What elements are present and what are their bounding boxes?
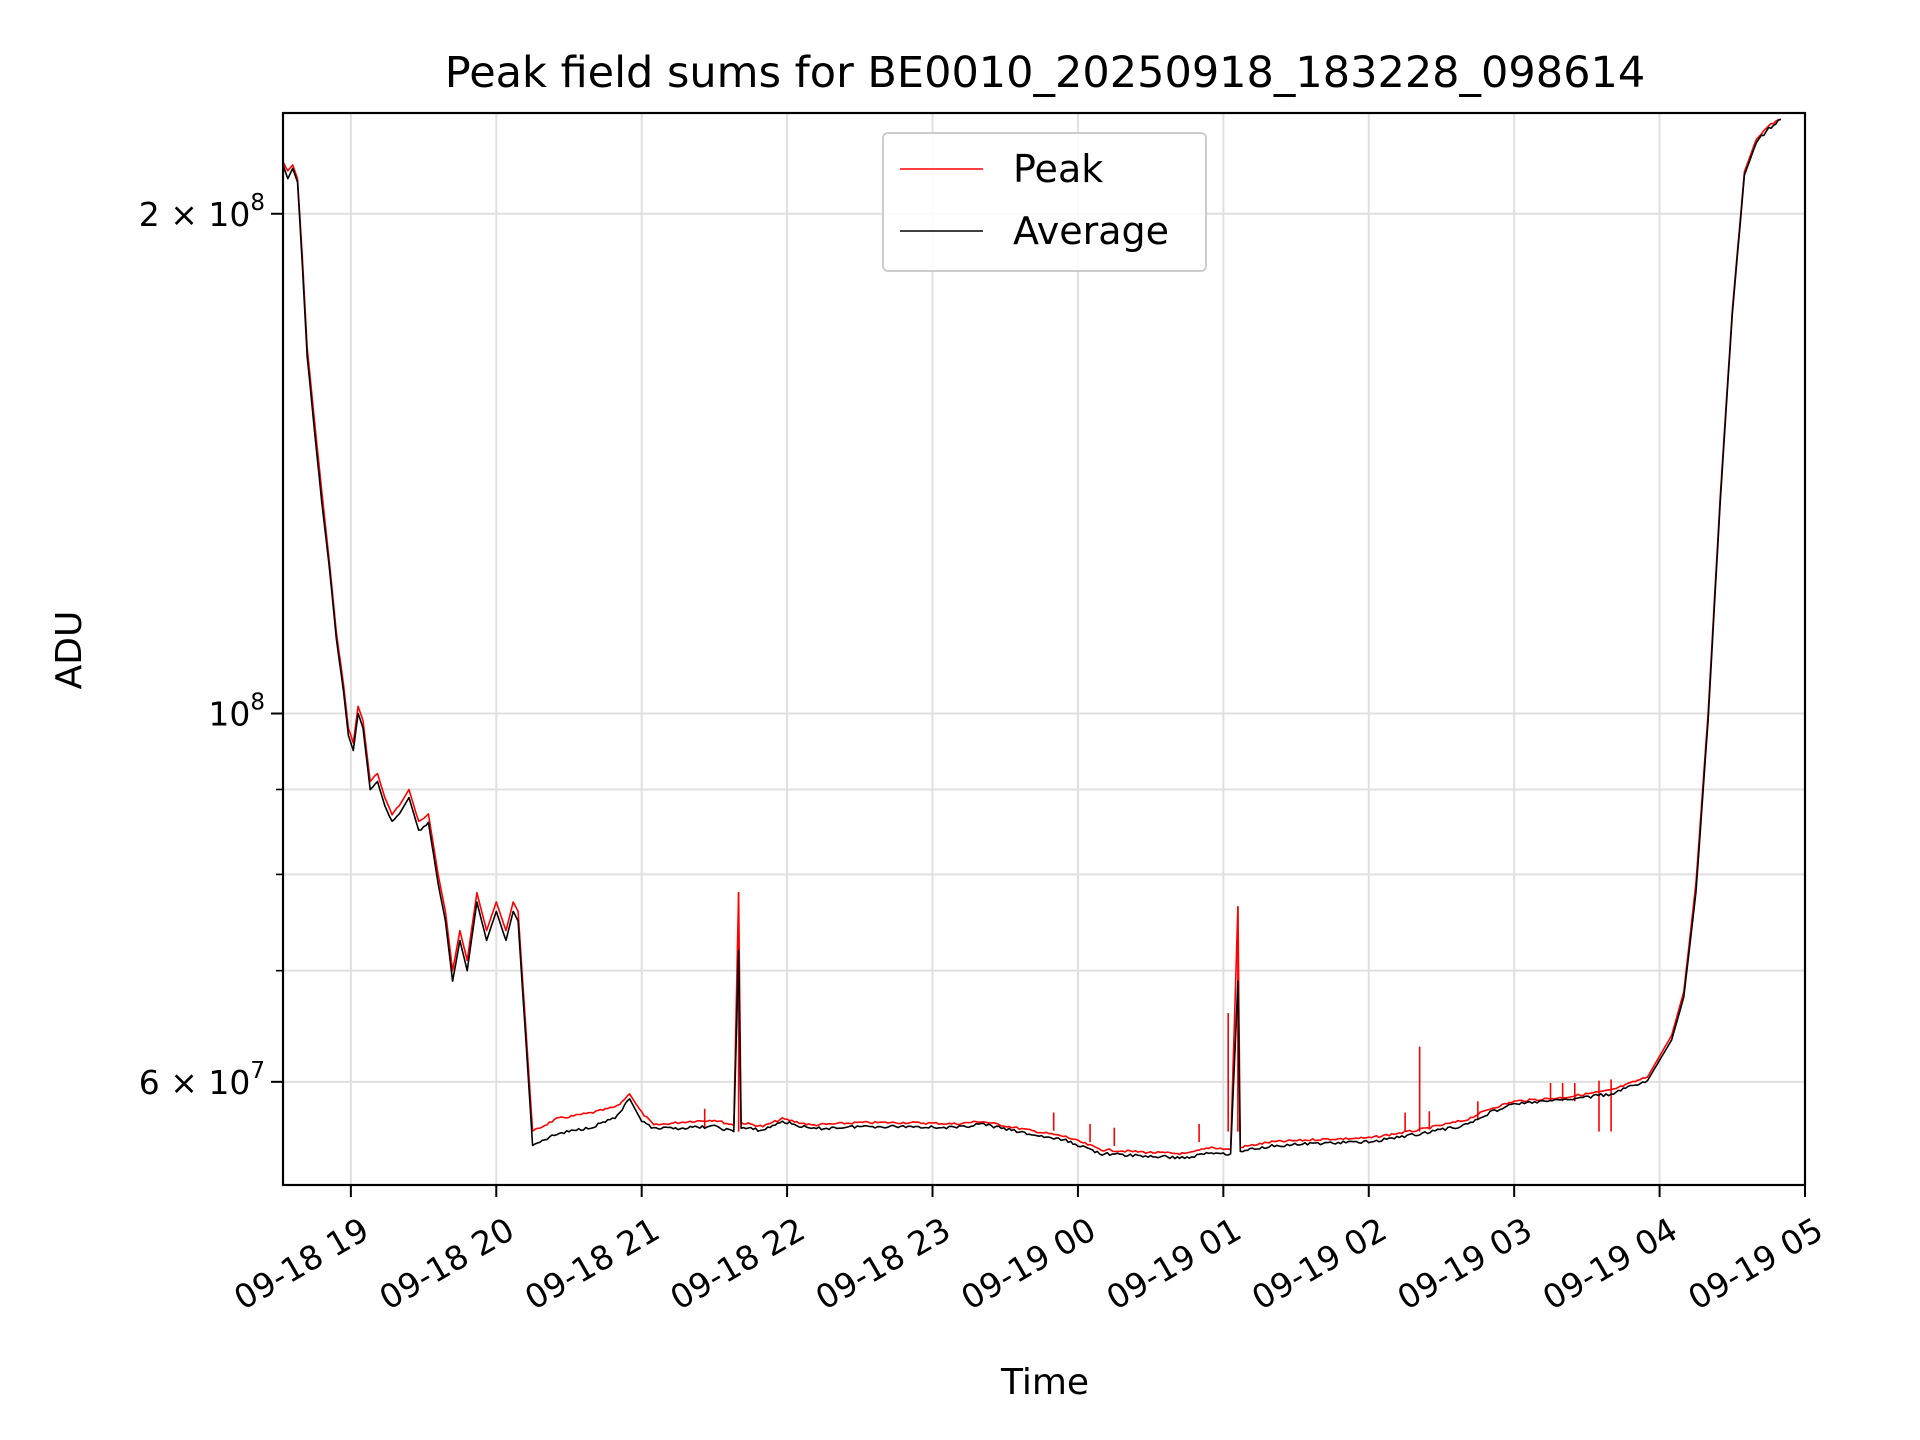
y-tick-label: 2 × 108 (139, 190, 265, 234)
plot-frame (281, 111, 1807, 1187)
legend-box (882, 132, 1207, 272)
legend: Peak Average (882, 132, 1207, 272)
y-axis-ticks: 2 × 108 108 6 × 107 (139, 190, 283, 1102)
y-tick-label: 108 (208, 690, 265, 734)
chart-title: Peak field sums for BE0010_20250918_1832… (445, 48, 1645, 98)
x-axis-label: Time (1000, 1362, 1089, 1403)
legend-peak-label: Peak (1013, 147, 1103, 191)
y-tick-label: 6 × 107 (139, 1058, 265, 1102)
series-layer (283, 118, 1782, 1160)
series-line-average (283, 118, 1782, 1160)
y-axis-label: ADU (49, 611, 90, 690)
legend-average-label: Average (1013, 209, 1169, 253)
